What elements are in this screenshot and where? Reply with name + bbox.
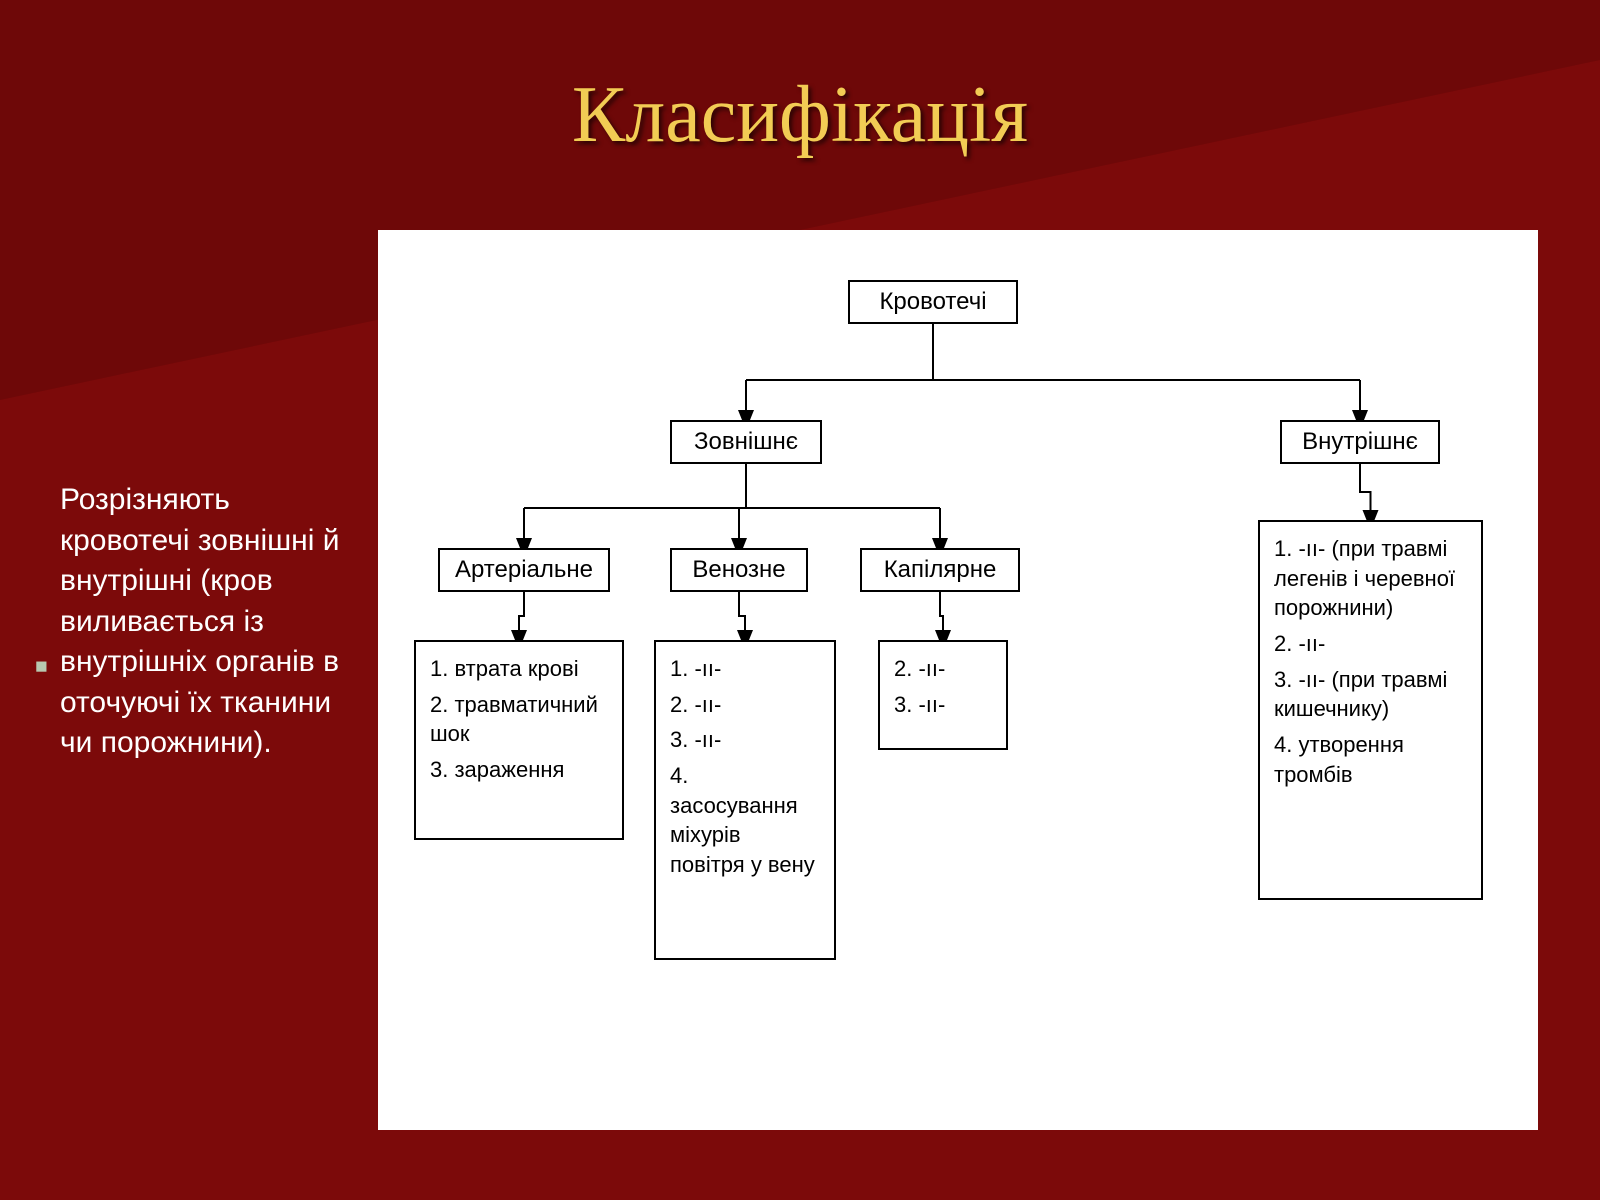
detail-internal_d: 1. -ıı- (при травмі легенів і черевної п…: [1258, 520, 1483, 900]
slide: Класифікація ■ Розрізняють кровотечі зов…: [0, 0, 1600, 1200]
detail-venous_d: 1. -ıı-2. -ıı-3. -ıı-4. засосування міху…: [654, 640, 836, 960]
detail-capillary_d: 2. -ıı-3. -ıı-: [878, 640, 1008, 750]
node-external: Зовнішнє: [670, 420, 822, 464]
node-venous: Венозне: [670, 548, 808, 592]
node-root: Кровотечі: [848, 280, 1018, 324]
node-internal: Внутрішнє: [1280, 420, 1440, 464]
slide-title: Класифікація: [0, 70, 1600, 161]
node-arterial: Артеріальне: [438, 548, 610, 592]
bullet-icon: ■: [35, 655, 48, 679]
node-capillary: Капілярне: [860, 548, 1020, 592]
body-text: Розрізняють кровотечі зовнішні й внутріш…: [60, 480, 360, 764]
detail-arterial_d: 1. втрата крові2. травматичний шок3. зар…: [414, 640, 624, 840]
classification-diagram: Кровотечі Зовнішнє Внутрішнє Артеріальне Вен…: [378, 230, 1538, 1130]
